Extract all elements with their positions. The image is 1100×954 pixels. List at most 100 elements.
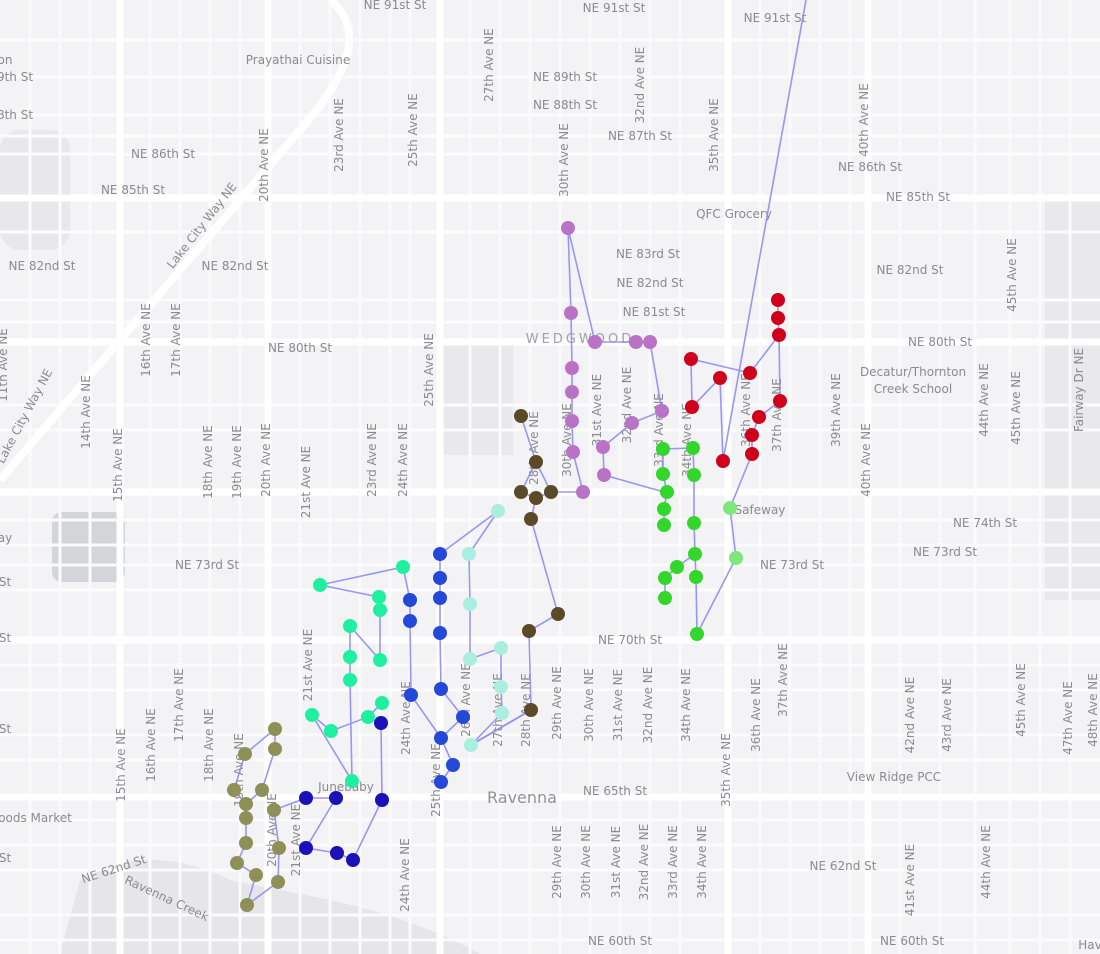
route-stop-marker[interactable] xyxy=(745,428,759,442)
route-stop-marker[interactable] xyxy=(343,619,357,633)
route-stop-marker[interactable] xyxy=(656,467,670,481)
route-stop-marker[interactable] xyxy=(239,836,253,850)
route-stop-marker[interactable] xyxy=(551,607,565,621)
route-stop-marker[interactable] xyxy=(313,578,327,592)
route-stop-marker[interactable] xyxy=(684,352,698,366)
route-stop-marker[interactable] xyxy=(566,445,580,459)
route-stop-marker[interactable] xyxy=(597,468,611,482)
route-stop-marker[interactable] xyxy=(657,518,671,532)
route-stop-marker[interactable] xyxy=(434,731,448,745)
route-stop-marker[interactable] xyxy=(249,868,263,882)
route-stop-marker[interactable] xyxy=(565,414,579,428)
route-stop-marker[interactable] xyxy=(688,547,702,561)
route-stop-marker[interactable] xyxy=(689,570,703,584)
route-stop-marker[interactable] xyxy=(434,682,448,696)
route-stop-marker[interactable] xyxy=(687,468,701,482)
route-stop-marker[interactable] xyxy=(529,455,543,469)
route-stop-marker[interactable] xyxy=(524,703,538,717)
route-stop-marker[interactable] xyxy=(690,627,704,641)
route-stop-marker[interactable] xyxy=(658,591,672,605)
route-stop-marker[interactable] xyxy=(272,841,286,855)
route-stop-marker[interactable] xyxy=(373,603,387,617)
route-stop-marker[interactable] xyxy=(462,547,476,561)
route-stop-marker[interactable] xyxy=(239,811,253,825)
route-stop-marker[interactable] xyxy=(771,293,785,307)
route-stop-marker[interactable] xyxy=(743,366,757,380)
route-stop-marker[interactable] xyxy=(345,774,359,788)
route-stop-marker[interactable] xyxy=(522,624,536,638)
route-stop-marker[interactable] xyxy=(373,653,387,667)
route-stop-marker[interactable] xyxy=(524,512,538,526)
route-stop-marker[interactable] xyxy=(433,591,447,605)
route-stop-marker[interactable] xyxy=(324,724,338,738)
route-stop-marker[interactable] xyxy=(723,501,737,515)
route-stop-marker[interactable] xyxy=(596,440,610,454)
route-stop-marker[interactable] xyxy=(343,650,357,664)
route-stop-marker[interactable] xyxy=(514,409,528,423)
route-stop-marker[interactable] xyxy=(495,706,509,720)
route-stop-marker[interactable] xyxy=(564,306,578,320)
route-stop-marker[interactable] xyxy=(643,335,657,349)
route-stop-marker[interactable] xyxy=(329,791,343,805)
route-stop-marker[interactable] xyxy=(305,708,319,722)
route-stop-marker[interactable] xyxy=(299,841,313,855)
route-stop-marker[interactable] xyxy=(433,626,447,640)
route-stop-marker[interactable] xyxy=(375,793,389,807)
route-stop-marker[interactable] xyxy=(687,516,701,530)
route-stop-marker[interactable] xyxy=(255,783,269,797)
route-stop-marker[interactable] xyxy=(343,673,357,687)
route-stop-marker[interactable] xyxy=(374,716,388,730)
route-stop-marker[interactable] xyxy=(268,742,282,756)
route-stop-marker[interactable] xyxy=(658,571,672,585)
route-stop-marker[interactable] xyxy=(396,560,410,574)
route-stop-marker[interactable] xyxy=(403,593,417,607)
route-stop-marker[interactable] xyxy=(729,551,743,565)
route-stop-marker[interactable] xyxy=(752,410,766,424)
route-stop-marker[interactable] xyxy=(230,856,244,870)
route-stop-marker[interactable] xyxy=(372,590,386,604)
route-stop-marker[interactable] xyxy=(299,791,313,805)
route-stop-marker[interactable] xyxy=(561,221,575,235)
route-stop-marker[interactable] xyxy=(629,335,643,349)
route-stop-marker[interactable] xyxy=(463,652,477,666)
route-stop-marker[interactable] xyxy=(772,328,786,342)
route-stop-marker[interactable] xyxy=(745,447,759,461)
route-stop-marker[interactable] xyxy=(464,738,478,752)
route-stop-marker[interactable] xyxy=(463,597,477,611)
route-stop-marker[interactable] xyxy=(239,797,253,811)
route-stop-marker[interactable] xyxy=(494,680,508,694)
route-stop-marker[interactable] xyxy=(529,491,543,505)
route-stop-marker[interactable] xyxy=(361,710,375,724)
route-stop-marker[interactable] xyxy=(660,485,674,499)
route-stop-marker[interactable] xyxy=(576,485,590,499)
route-stop-marker[interactable] xyxy=(514,485,528,499)
route-stop-marker[interactable] xyxy=(404,688,418,702)
route-stop-marker[interactable] xyxy=(268,722,282,736)
route-stop-marker[interactable] xyxy=(656,442,670,456)
route-stop-marker[interactable] xyxy=(456,710,470,724)
route-stop-marker[interactable] xyxy=(716,454,730,468)
route-stop-marker[interactable] xyxy=(403,614,417,628)
route-stop-marker[interactable] xyxy=(446,758,460,772)
route-stop-marker[interactable] xyxy=(625,416,639,430)
route-stop-marker[interactable] xyxy=(267,803,281,817)
route-stop-marker[interactable] xyxy=(565,361,579,375)
route-stop-marker[interactable] xyxy=(227,783,241,797)
route-stop-marker[interactable] xyxy=(565,385,579,399)
route-stop-marker[interactable] xyxy=(771,311,785,325)
route-stop-marker[interactable] xyxy=(713,371,727,385)
route-stop-marker[interactable] xyxy=(330,846,344,860)
route-stop-marker[interactable] xyxy=(346,853,360,867)
route-stop-marker[interactable] xyxy=(434,775,448,789)
route-stop-marker[interactable] xyxy=(494,641,508,655)
route-stop-marker[interactable] xyxy=(657,502,671,516)
route-stop-marker[interactable] xyxy=(588,335,602,349)
route-stop-marker[interactable] xyxy=(491,504,505,518)
route-stop-marker[interactable] xyxy=(670,560,684,574)
route-stop-marker[interactable] xyxy=(655,404,669,418)
route-stop-marker[interactable] xyxy=(685,400,699,414)
route-stop-marker[interactable] xyxy=(375,696,389,710)
route-stop-marker[interactable] xyxy=(433,571,447,585)
route-stop-marker[interactable] xyxy=(433,547,447,561)
